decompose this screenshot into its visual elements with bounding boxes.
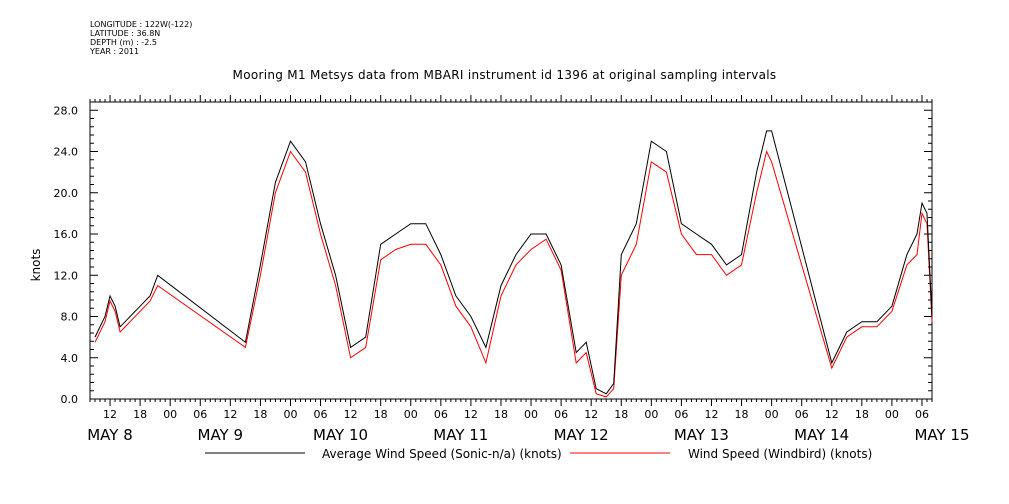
x-tick-label-hour: 06 [193, 408, 207, 421]
x-tick-label-hour: 00 [885, 408, 899, 421]
legend: Average Wind Speed (Sonic-n/a) (knots) W… [205, 447, 872, 461]
x-tick-label-day: MAY 14 [794, 426, 849, 444]
x-tick-label-hour: 18 [494, 408, 508, 421]
x-tick-label-day: MAY 9 [198, 426, 244, 444]
x-tick-label-hour: 00 [404, 408, 418, 421]
x-tick-label-hour: 18 [855, 408, 869, 421]
x-tick-label-hour: 12 [464, 408, 478, 421]
plot-border [89, 101, 933, 400]
x-tick-label-hour: 00 [524, 408, 538, 421]
x-tick-label-hour: 00 [765, 408, 779, 421]
x-tick-label-hour: 06 [434, 408, 448, 421]
chart-title: Mooring M1 Metsys data from MBARI instru… [232, 68, 777, 82]
x-tick-label-hour: 06 [554, 408, 568, 421]
y-tick-label: 28.0 [54, 104, 79, 117]
x-tick-label-day: MAY 13 [674, 426, 729, 444]
x-tick-label-hour: 00 [283, 408, 297, 421]
series-line-black [94, 130, 933, 395]
x-tick-label-day: MAY 8 [87, 426, 133, 444]
x-tick-label-hour: 12 [103, 408, 117, 421]
x-tick-label-hour: 18 [614, 408, 628, 421]
x-tick-label-hour: 12 [825, 408, 839, 421]
series-line-red [94, 150, 933, 398]
metadata-block: LONGITUDE : 122W(-122) LATITUDE : 36.8N … [90, 20, 192, 56]
y-tick-label: 4.0 [61, 352, 79, 365]
axis-ticks: 12 18 00 06 12 18 00 06 12 18 00 06 12 18 00 06 12 18 00 06… [54, 95, 970, 444]
y-tick-label: 8.0 [61, 311, 79, 324]
x-tick-label-hour: 00 [644, 408, 658, 421]
x-tick-label-hour: 06 [314, 408, 328, 421]
y-tick-label: 16.0 [54, 228, 79, 241]
y-tick-label: 12.0 [54, 269, 79, 282]
longitude-label: LONGITUDE : 122W(-122) [90, 20, 193, 29]
y-tick-label: 0.0 [61, 393, 79, 406]
x-tick-label-hour: 18 [253, 408, 267, 421]
x-tick-label-hour: 06 [795, 408, 809, 421]
x-tick-label-hour: 06 [674, 408, 688, 421]
latitude-label: LATITUDE : 36.8N [90, 29, 161, 38]
legend-label-black: Average Wind Speed (Sonic-n/a) (knots) [322, 447, 562, 461]
x-tick-label-day: MAY 15 [914, 426, 969, 444]
x-tick-label-day: MAY 10 [313, 426, 368, 444]
x-tick-label-hour: 12 [223, 408, 237, 421]
y-tick-label: 20.0 [54, 187, 79, 200]
y-tick-label: 24.0 [54, 146, 79, 159]
x-tick-label-hour: 18 [133, 408, 147, 421]
x-tick-label-hour: 00 [163, 408, 177, 421]
x-tick-label-hour: 18 [735, 408, 749, 421]
x-tick-label-hour: 12 [584, 408, 598, 421]
x-tick-label-day: MAY 12 [554, 426, 609, 444]
x-tick-label-hour: 18 [374, 408, 388, 421]
year-label: YEAR : 2011 [90, 47, 140, 56]
depth-label: DEPTH (m) : -2.5 [90, 38, 157, 47]
y-axis-label: knots [29, 249, 43, 282]
x-tick-label-hour: 06 [915, 408, 929, 421]
series-layer [94, 130, 933, 398]
legend-label-red: Wind Speed (Windbird) (knots) [688, 447, 872, 461]
x-tick-label-day: MAY 11 [433, 426, 488, 444]
x-tick-label-hour: 12 [704, 408, 718, 421]
x-tick-label-hour: 12 [344, 408, 358, 421]
plot-frame [89, 101, 933, 400]
